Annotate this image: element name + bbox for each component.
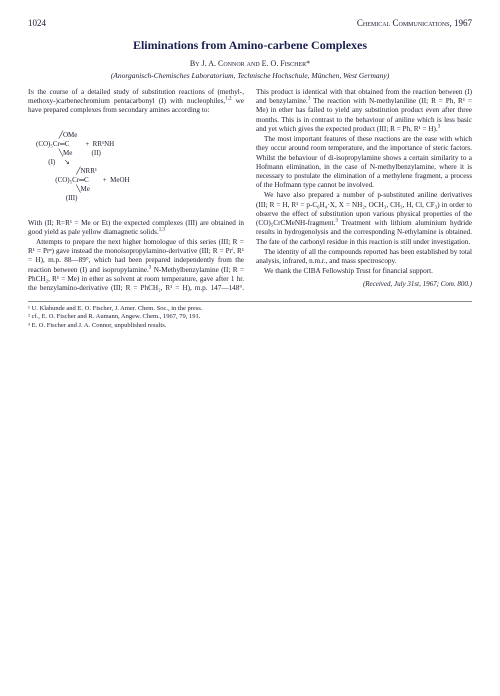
received-line: (Received, July 31st, 1967; Com. 800.)	[256, 280, 472, 289]
citation-marker: 1,3	[159, 227, 165, 232]
authors: J. A. Connor and E. O. Fischer*	[202, 59, 311, 68]
reference-item: ² cf., E. O. Fischer and R. Aumann, Ange…	[28, 313, 472, 321]
scheme-line: ╱OMe	[36, 131, 77, 139]
citation-marker: 3	[438, 124, 441, 129]
scheme-line: (CO)₅Cr═C + MeOH	[36, 176, 130, 184]
journal-name: Chemical Communications, 1967	[357, 18, 472, 28]
body-text: We thank the CIBA Fellowship Trust for f…	[264, 267, 433, 275]
scheme-line: ╱NRR¹	[36, 167, 97, 175]
paragraph: In the course of a detailed study of sub…	[28, 88, 244, 116]
paragraph: We thank the CIBA Fellowship Trust for f…	[256, 267, 472, 276]
page-number: 1024	[28, 18, 46, 28]
body-text: the course of a detailed study of substi…	[28, 88, 244, 105]
dropcap-word: In	[28, 88, 37, 96]
article-title: Eliminations from Amino-carbene Complexe…	[28, 38, 472, 53]
reference-item: ³ E. O. Fischer and J. A. Connor, unpubl…	[28, 322, 472, 330]
scheme-line: ╲Me (II)	[36, 149, 101, 157]
paragraph: We have also prepared a number of p-subs…	[256, 191, 472, 246]
affiliation: (Anorganisch-Chemisches Laboratorium, Te…	[28, 71, 472, 80]
scheme-line: (III)	[36, 194, 77, 202]
scheme-line: ╲Me	[36, 185, 90, 193]
scheme-line: (CO)₅Cr═C + RR¹NH	[36, 140, 114, 148]
page: 1024 Chemical Communications, 1967 Elimi…	[0, 0, 500, 350]
body-columns: In the course of a detailed study of sub…	[28, 88, 472, 293]
paragraph: The most important features of these rea…	[256, 135, 472, 190]
paragraph: With (II; R=R¹ = Me or Et) the expected …	[28, 219, 244, 237]
body-text: The most important features of these rea…	[256, 135, 472, 189]
reference-item: ¹ U. Klabunde and E. O. Fischer, J. Amer…	[28, 305, 472, 313]
paragraph: The identity of all the compounds report…	[256, 248, 472, 266]
scheme-line: (I) ↘	[36, 158, 70, 166]
byline: By J. A. Connor and E. O. Fischer*	[28, 59, 472, 68]
running-header: 1024 Chemical Communications, 1967	[28, 18, 472, 28]
body-text: With (II; R=R¹ = Me or Et) the expected …	[28, 219, 244, 236]
body-text: The identity of all the compounds report…	[256, 248, 472, 265]
references: ¹ U. Klabunde and E. O. Fischer, J. Amer…	[28, 301, 472, 329]
byline-prefix: By	[190, 59, 202, 68]
reaction-scheme: ╱OMe (CO)₅Cr═C + RR¹NH ╲Me (II) (I) ↘ ╱N…	[36, 122, 244, 213]
